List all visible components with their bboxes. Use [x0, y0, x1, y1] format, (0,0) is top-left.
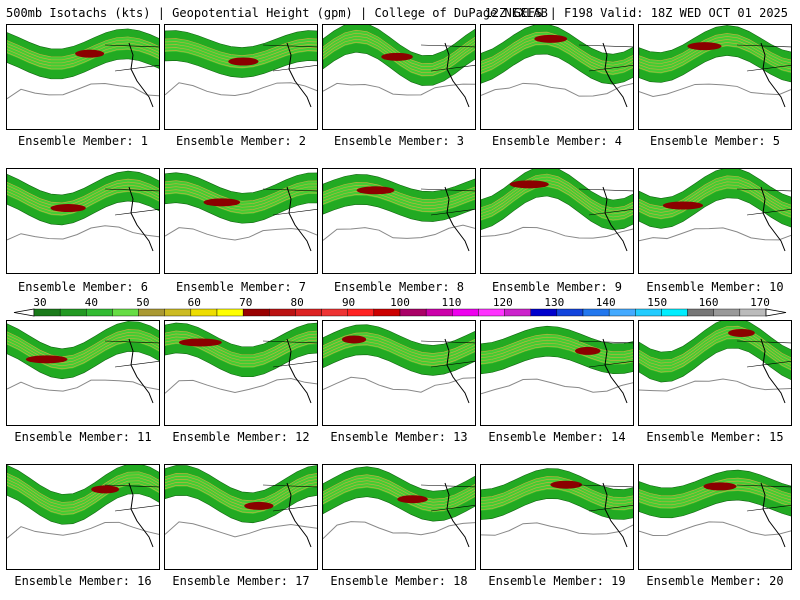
- ensemble-member-label: Ensemble Member: 10: [646, 280, 784, 294]
- ensemble-member-label: Ensemble Member: 9: [491, 280, 623, 294]
- colorbar-tick-label: 150: [647, 296, 668, 309]
- ensemble-panel: [164, 464, 318, 570]
- colorbar-swatch: [556, 308, 584, 317]
- colorbar-swatch: [635, 308, 662, 317]
- ensemble-panel: [164, 320, 318, 426]
- ensemble-member-label: Ensemble Member: 1: [17, 134, 149, 148]
- ensemble-panel: [6, 24, 160, 130]
- colorbar-swatch: [452, 308, 479, 317]
- colorbar-strip: [13, 308, 787, 317]
- ensemble-member-label: Ensemble Member: 8: [333, 280, 465, 294]
- colorbar-swatch: [112, 308, 139, 317]
- ensemble-panel: [480, 168, 634, 274]
- ensemble-member-label: Ensemble Member: 3: [333, 134, 465, 148]
- ensemble-member-label: Ensemble Member: 2: [175, 134, 307, 148]
- ensemble-member-label: Ensemble Member: 5: [649, 134, 781, 148]
- header: 500mb Isotachs (kts) | Geopotential Heig…: [0, 0, 800, 24]
- ensemble-panel: [164, 24, 318, 130]
- ensemble-panel: [6, 464, 160, 570]
- colorbar-swatch: [373, 308, 401, 317]
- colorbar-tick-label: 90: [341, 296, 356, 309]
- colorbar-tick-label: 40: [84, 296, 99, 309]
- colorbar-swatch: [164, 308, 192, 317]
- ensemble-panel: [638, 168, 792, 274]
- colorbar-tick-label: 120: [492, 296, 513, 309]
- ensemble-member-label: Ensemble Member: 4: [491, 134, 623, 148]
- colorbar-swatch: [138, 308, 165, 317]
- ensemble-panel: [164, 168, 318, 274]
- ensemble-member-label: Ensemble Member: 16: [14, 574, 152, 588]
- colorbar-tick-label: 50: [136, 296, 150, 309]
- ensemble-panel: [480, 24, 634, 130]
- ensemble-panel: [638, 320, 792, 426]
- colorbar: 30 40 50 60 70 80 90 100 110 120 130 140 150 160 170: [0, 296, 800, 320]
- colorbar-swatch: [478, 308, 505, 317]
- ensemble-panel: [480, 320, 634, 426]
- colorbar-left-arrow: [13, 308, 35, 317]
- ensemble-member-label: Ensemble Member: 20: [646, 574, 784, 588]
- ensemble-panel: [322, 464, 476, 570]
- ensemble-panel: [6, 168, 160, 274]
- ensemble-member-label: Ensemble Member: 17: [172, 574, 310, 588]
- ensemble-panel: [638, 464, 792, 570]
- colorbar-swatch: [242, 308, 270, 317]
- colorbar-swatch: [687, 308, 714, 317]
- ensemble-member-label: Ensemble Member: 11: [14, 430, 152, 444]
- ensemble-panel: [6, 320, 160, 426]
- ensemble-member-label: Ensemble Member: 13: [330, 430, 468, 444]
- colorbar-swatch: [504, 308, 531, 317]
- colorbar-tick-label: 130: [544, 296, 565, 309]
- colorbar-swatch: [59, 308, 87, 317]
- ensemble-member-label: Ensemble Member: 14: [488, 430, 626, 444]
- colorbar-tick-label: 30: [33, 296, 47, 309]
- colorbar-swatch: [86, 308, 113, 317]
- colorbar-swatch: [582, 308, 610, 317]
- ensemble-member-label: Ensemble Member: 18: [330, 574, 468, 588]
- ensemble-member-label: Ensemble Member: 6: [17, 280, 149, 294]
- ensemble-member-label: Ensemble Member: 15: [646, 430, 784, 444]
- ensemble-panel: [638, 24, 792, 130]
- colorbar-swatch: [347, 308, 375, 317]
- ensemble-panel: [322, 168, 476, 274]
- ensemble-panel: [322, 24, 476, 130]
- colorbar-swatch: [321, 308, 348, 317]
- colorbar-swatch: [425, 308, 453, 317]
- ensemble-panel: [480, 464, 634, 570]
- chart-title: 500mb Isotachs (kts) | Geopotential Heig…: [6, 6, 548, 20]
- colorbar-tick-label: 100: [390, 296, 410, 309]
- run-info: 12Z GEFS | F198 Valid: 18Z WED OCT 01 20…: [484, 6, 788, 20]
- ensemble-member-label: Ensemble Member: 7: [175, 280, 307, 294]
- colorbar-right-arrow: [765, 308, 787, 317]
- colorbar-swatch: [33, 308, 61, 317]
- colorbar-swatch: [399, 308, 427, 317]
- colorbar-swatch: [216, 308, 244, 317]
- colorbar-tick-label: 140: [595, 296, 616, 309]
- colorbar-tick-label: 110: [441, 296, 462, 309]
- colorbar-swatch: [713, 308, 741, 317]
- colorbar-swatch: [739, 308, 767, 317]
- colorbar-tick-label: 160: [698, 296, 719, 309]
- ensemble-member-label: Ensemble Member: 19: [488, 574, 626, 588]
- colorbar-tick-label: 170: [750, 296, 770, 309]
- colorbar-swatch: [530, 308, 558, 317]
- colorbar-tick-label: 60: [187, 296, 201, 309]
- colorbar-swatch: [661, 308, 688, 317]
- colorbar-swatch: [295, 308, 322, 317]
- colorbar-tick-label: 80: [290, 296, 304, 309]
- colorbar-swatch: [608, 308, 636, 317]
- colorbar-swatch: [269, 308, 296, 317]
- colorbar-tick-label: 70: [239, 296, 253, 309]
- colorbar-swatch: [190, 308, 218, 317]
- ensemble-member-label: Ensemble Member: 12: [172, 430, 310, 444]
- ensemble-panel: [322, 320, 476, 426]
